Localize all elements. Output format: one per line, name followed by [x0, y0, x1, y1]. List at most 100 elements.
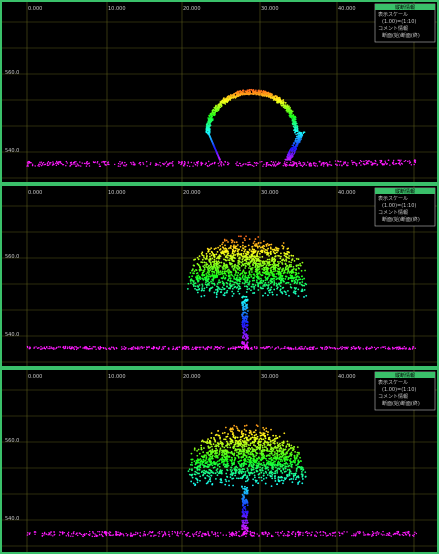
point — [259, 273, 262, 276]
point — [284, 345, 286, 348]
point — [275, 255, 277, 257]
point — [76, 163, 78, 165]
point — [242, 278, 245, 281]
point — [414, 347, 417, 349]
point — [249, 444, 252, 447]
point — [394, 163, 397, 165]
point — [108, 531, 111, 533]
point — [186, 287, 189, 290]
point — [192, 264, 195, 267]
point — [38, 165, 40, 167]
point — [192, 280, 195, 282]
point — [272, 448, 275, 451]
point — [253, 273, 255, 276]
point — [167, 163, 169, 165]
point — [277, 531, 279, 533]
point — [211, 268, 214, 271]
point — [103, 162, 105, 164]
point — [290, 147, 293, 149]
point — [224, 258, 227, 261]
point — [262, 285, 264, 287]
point — [230, 254, 232, 257]
point — [189, 272, 192, 274]
point — [289, 275, 292, 277]
point — [265, 277, 267, 280]
point — [280, 102, 283, 105]
point — [209, 124, 212, 127]
point — [58, 534, 61, 536]
point — [197, 448, 200, 451]
top-label: 0.000 — [28, 374, 42, 380]
point — [351, 161, 354, 164]
point — [204, 283, 207, 286]
point — [357, 346, 360, 348]
point — [224, 160, 226, 163]
point — [236, 247, 238, 250]
point — [257, 282, 260, 285]
point — [239, 165, 242, 167]
point — [411, 348, 414, 350]
point — [294, 290, 297, 293]
point — [261, 444, 264, 447]
point — [226, 99, 228, 101]
point — [290, 114, 293, 117]
point — [283, 533, 285, 535]
point — [271, 265, 274, 268]
point — [200, 289, 203, 292]
point — [289, 270, 292, 273]
point — [300, 136, 303, 139]
side-label: 540.0 — [5, 332, 19, 338]
point — [70, 163, 72, 165]
point — [219, 348, 221, 350]
point — [204, 348, 206, 351]
point — [316, 165, 318, 167]
point — [314, 162, 316, 164]
point — [214, 111, 216, 113]
point — [299, 282, 301, 285]
point — [276, 101, 279, 103]
point — [81, 162, 83, 164]
point — [321, 162, 323, 164]
point — [258, 270, 261, 273]
point — [282, 448, 285, 451]
point — [250, 92, 253, 95]
point — [301, 278, 304, 281]
point — [403, 160, 405, 163]
point — [296, 163, 298, 166]
point — [258, 256, 261, 259]
point — [399, 164, 402, 166]
point — [43, 531, 46, 534]
point — [201, 273, 204, 276]
point — [229, 99, 232, 101]
point — [251, 271, 253, 273]
point — [53, 531, 55, 533]
point — [220, 345, 222, 348]
point — [213, 348, 215, 350]
point — [257, 482, 260, 485]
point — [210, 280, 212, 283]
point — [358, 347, 360, 349]
point — [202, 265, 205, 268]
point — [228, 444, 231, 446]
point — [286, 105, 289, 108]
point — [244, 265, 247, 267]
point — [109, 534, 112, 537]
point — [131, 534, 133, 536]
legend-row: コメント情報 — [378, 25, 408, 32]
point — [64, 346, 67, 349]
point — [241, 347, 243, 349]
point — [178, 346, 181, 348]
point — [273, 282, 276, 285]
point — [193, 460, 196, 463]
point — [219, 101, 222, 103]
point — [266, 535, 269, 537]
point — [243, 337, 246, 339]
point — [306, 532, 309, 535]
point — [161, 348, 163, 351]
point — [289, 348, 292, 350]
point — [275, 161, 277, 163]
point — [241, 320, 244, 323]
point — [207, 160, 210, 163]
point — [50, 347, 53, 349]
point — [284, 255, 287, 258]
